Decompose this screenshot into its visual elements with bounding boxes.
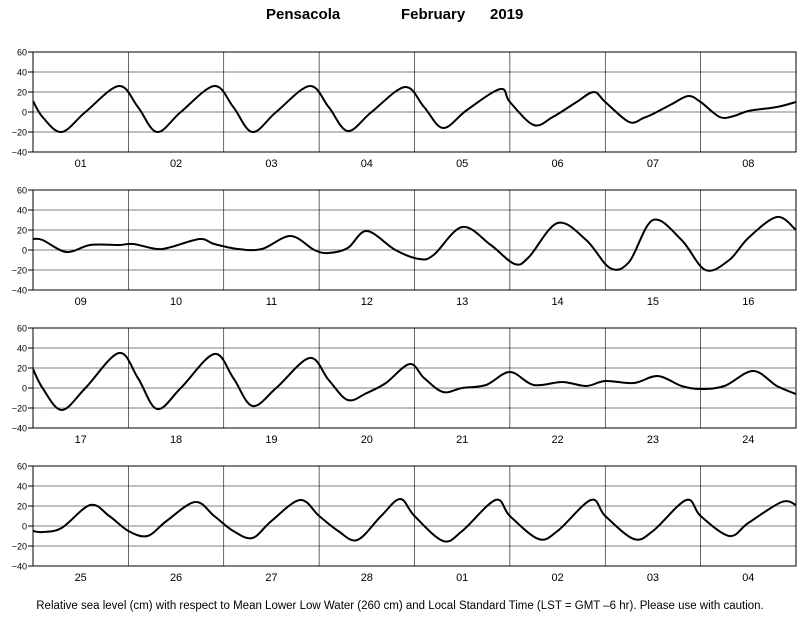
y-tick-label: 20 [17,88,27,98]
y-tick-label: −20 [12,404,27,414]
day-label: 17 [75,434,87,446]
day-label: 01 [75,158,87,170]
day-label: 03 [647,572,659,584]
day-label: 05 [456,158,468,170]
plot-frame [32,465,797,567]
y-tick-label: 40 [17,482,27,492]
day-label: 04 [361,158,373,170]
day-label: 20 [361,434,373,446]
y-tick-label: 0 [22,108,27,118]
day-label: 27 [265,572,277,584]
y-tick-label: 0 [22,246,27,256]
y-tick-label: −20 [12,128,27,138]
y-tick-label: 20 [17,226,27,236]
chart-title: Pensacola February 2019 [0,6,800,30]
plot-frame [32,327,797,429]
day-label: 04 [742,572,754,584]
day-label: 24 [742,434,754,446]
footnote: Relative sea level (cm) with respect to … [36,600,764,612]
y-tick-label: −40 [12,424,27,434]
y-tick-label: 20 [17,364,27,374]
y-tick-label: −40 [12,286,27,296]
day-label: 13 [456,296,468,308]
day-label: 22 [551,434,563,446]
station-name: Pensacola [266,6,341,23]
y-tick-label: 40 [17,68,27,78]
day-label: 09 [75,296,87,308]
y-tick-label: 60 [17,462,27,472]
y-tick-label: 60 [17,186,27,196]
y-tick-label: −20 [12,542,27,552]
tide-curve [33,498,796,543]
y-tick-label: 60 [17,324,27,334]
day-label: 11 [266,296,277,308]
panel-4: 60 40 20 0 −20 −40 25 26 27 28 01 02 03 04 [12,462,797,584]
y-tick-label: 40 [17,344,27,354]
y-tick-label: 0 [22,522,27,532]
day-label: 02 [551,572,563,584]
day-label: 19 [265,434,277,446]
day-label: 01 [456,572,468,584]
day-label: 14 [551,296,563,308]
day-label: 02 [170,158,182,170]
tide-curve [33,351,796,411]
y-tick-label: −20 [12,266,27,276]
day-label: 12 [361,296,373,308]
day-label: 10 [170,296,182,308]
y-tick-label: 40 [17,206,27,216]
y-tick-label: −40 [12,148,27,158]
day-label: 21 [456,434,468,446]
tide-charts: 60 40 20 0 −20 −40 01 02 03 04 05 06 07 08 60 40 20 0 −20 −… [12,48,797,584]
day-label: 25 [75,572,87,584]
day-label: 03 [265,158,277,170]
day-label: 18 [170,434,182,446]
day-label: 07 [647,158,659,170]
y-tick-label: 60 [17,48,27,58]
title-year: 2019 [490,6,524,23]
tide-curve [33,85,796,133]
y-tick-label: 0 [22,384,27,394]
panel-2: 60 40 20 0 −20 −40 09 10 11 12 13 14 15 16 [12,186,797,308]
title-month: February [401,6,466,23]
y-tick-label: 20 [17,502,27,512]
day-label: 26 [170,572,182,584]
day-label: 16 [742,296,754,308]
tide-curve [33,215,796,272]
day-label: 23 [647,434,659,446]
day-label: 08 [742,158,754,170]
day-label: 06 [551,158,563,170]
day-label: 28 [361,572,373,584]
day-label: 15 [647,296,659,308]
y-tick-label: −40 [12,562,27,572]
panel-1: 60 40 20 0 −20 −40 01 02 03 04 05 06 07 08 [12,48,797,170]
panel-3: 60 40 20 0 −20 −40 17 18 19 20 21 22 23 24 [12,324,797,446]
